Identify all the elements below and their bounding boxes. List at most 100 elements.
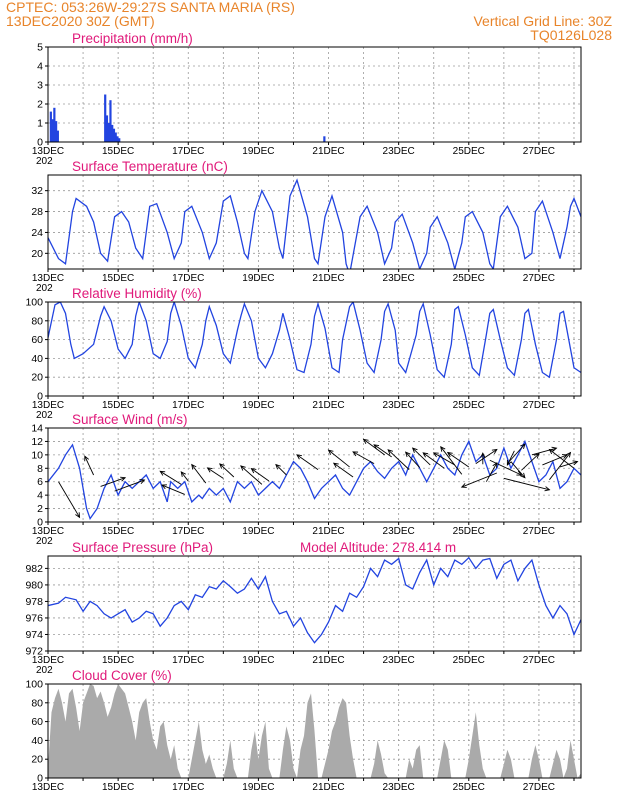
pressure-xtick-label: 25DEC	[453, 655, 485, 666]
wind-arrow-head	[250, 468, 257, 474]
temp-xtick-label: 13DEC	[32, 273, 64, 284]
precip-bar	[323, 136, 326, 142]
temp-xtick-label: 21DEC	[312, 273, 344, 284]
precip-ytick-label: 4	[37, 61, 43, 73]
pressure-ytick-label: 972	[25, 646, 43, 658]
rh-xtick-label: 25DEC	[453, 400, 485, 411]
precip-bar	[51, 119, 54, 142]
wind-arrow	[100, 477, 126, 487]
header-location: CPTEC: 053:26W-29:27S SANTA MARIA (RS)	[6, 0, 295, 15]
precip-xtick-label: 13DEC	[32, 146, 64, 157]
wind-arrow	[333, 462, 354, 478]
wind-arrow-head	[572, 460, 579, 466]
precip-xtick-label: 19DEC	[242, 146, 274, 157]
pressure-panel: 972 974 976 978 980 982 13DEC 15DEC 17DEC 19DEC 21…	[25, 540, 582, 676]
precip-bar	[53, 107, 56, 142]
wind-arrow-head	[534, 453, 540, 459]
rh-xtick-label: 23DEC	[383, 400, 415, 411]
wind-arrow	[433, 452, 455, 466]
precip-xedge-label: 202	[36, 156, 53, 167]
temp-ytick-label: 24	[31, 227, 43, 239]
wind-arrow	[114, 479, 145, 492]
temp-title: Surface Temperature (nC)	[72, 159, 228, 174]
temp-panel: 20 24 28 32 13DEC 15DEC 17DEC 19DEC 21DEC 23DEC 25…	[31, 159, 582, 294]
wind-ytick-label: 4	[37, 490, 43, 502]
wind-arrow	[363, 439, 385, 456]
precip-xtick-label: 23DEC	[383, 146, 415, 157]
precip-bar	[55, 121, 58, 142]
wind-arrow	[542, 454, 568, 466]
cloud-xtick-label: 15DEC	[102, 782, 134, 793]
wind-arrow-head	[561, 454, 568, 459]
precip-bar	[56, 130, 59, 142]
rh-ytick-label: 40	[31, 353, 43, 365]
precip-bar	[114, 132, 117, 142]
wind-xtick-label: 15DEC	[102, 526, 134, 537]
rh-xedge-label: 202	[36, 410, 53, 421]
wind-arrow	[503, 477, 550, 491]
wind-arrow-head	[120, 476, 127, 482]
wind-ytick-label: 10	[31, 449, 43, 461]
wind-arrow-head	[327, 449, 334, 455]
wind-arrow	[352, 451, 375, 464]
temp-xtick-label: 15DEC	[102, 273, 134, 284]
wind-arrow	[219, 463, 235, 478]
temp-ytick-label: 28	[31, 206, 43, 218]
wind-arrow-head	[240, 465, 246, 471]
wind-arrow	[549, 452, 571, 480]
pressure-ytick-label: 978	[25, 596, 43, 608]
precip-bar	[118, 138, 121, 142]
wind-arrow	[506, 450, 515, 466]
wind-arrow-head	[506, 459, 512, 466]
header-model-id: TQ0126L028	[530, 27, 612, 43]
precip-bar	[116, 136, 119, 142]
wind-ytick-label: 14	[31, 423, 43, 435]
cloud-xtick-label: 23DEC	[383, 782, 415, 793]
wind-arrow-head	[75, 512, 81, 519]
wind-arrow	[373, 444, 392, 458]
wind-xtick-label: 27DEC	[523, 526, 555, 537]
temp-xedge-label: 202	[36, 283, 53, 294]
wind-arrow-head	[422, 452, 429, 458]
wind-arrow-head	[432, 452, 439, 458]
wind-arrow-head	[565, 451, 572, 458]
pressure-xedge-label: 202	[36, 665, 53, 676]
cloud-xtick-label: 13DEC	[32, 782, 64, 793]
precip-ytick-label: 1	[37, 118, 43, 130]
wind-arrow-head	[446, 451, 453, 458]
wind-arrow-head	[352, 451, 359, 457]
rh-line	[48, 302, 581, 379]
wind-arrow-head	[180, 471, 186, 477]
wind-line	[48, 439, 581, 521]
precip-ytick-label: 5	[37, 42, 43, 54]
wind-ytick-label: 2	[37, 503, 43, 515]
rh-panel: 0 20 40 60 80 100 13DEC 15DEC 17DEC 19DEC 21DEC 23D…	[25, 286, 582, 421]
pressure-xtick-label: 27DEC	[523, 655, 555, 666]
precip-panel: 0 1 2 3 4 5 13DEC 15DEC 17DEC 19DEC 21DEC 23DEC 25DE…	[32, 31, 582, 167]
pressure-ytick-label: 980	[25, 579, 43, 591]
wind-arrow-head	[460, 483, 467, 488]
wind-xtick-label: 21DEC	[312, 526, 344, 537]
cloud-panel: 0 20 40 60 80 100 13DEC 15DEC 17DEC 19DEC 21DEC 23D…	[25, 668, 582, 793]
rh-frame	[47, 301, 582, 397]
wind-arrow	[161, 484, 185, 495]
rh-xtick-label: 19DEC	[242, 400, 274, 411]
precip-ytick-label: 0	[37, 137, 43, 149]
wind-arrow-head	[520, 443, 526, 450]
wind-arrow	[240, 465, 263, 485]
wind-ytick-label: 0	[37, 517, 43, 529]
wind-arrow	[475, 449, 498, 464]
wind-arrow	[275, 464, 287, 476]
wind-arrow	[549, 449, 575, 469]
temp-ytick-label: 32	[31, 185, 43, 197]
wind-arrow-head	[161, 484, 167, 490]
cloud-xtick-label: 27DEC	[523, 782, 555, 793]
cloud-xtick-label: 17DEC	[172, 782, 204, 793]
wind-arrow-head	[544, 486, 551, 492]
wind-arrow	[422, 452, 445, 469]
rh-ytick-label: 80	[31, 315, 43, 327]
cloud-ytick-label: 60	[31, 716, 43, 728]
temp-line	[48, 178, 581, 269]
